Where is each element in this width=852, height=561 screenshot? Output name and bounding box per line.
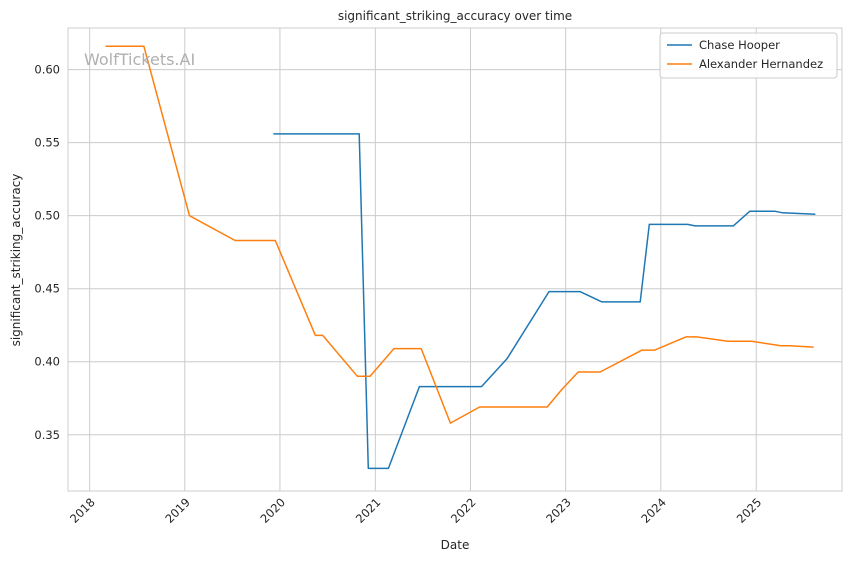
- legend-box: [659, 32, 838, 79]
- series-layer: [105, 45, 816, 470]
- y-tick-label-0.60: 0.60: [34, 63, 60, 77]
- y-tick-label-0.45: 0.45: [34, 282, 60, 296]
- series-line-alexander-hernandez: [105, 45, 814, 424]
- y-tick-label-0.35: 0.35: [34, 428, 60, 442]
- legend-label-chase-hooper: Chase Hooper: [699, 38, 780, 52]
- series-line-chase-hooper: [273, 133, 816, 470]
- x-axis-title: Date: [441, 538, 470, 552]
- legend: Chase Hooper Alexander Hernandez: [659, 32, 838, 79]
- y-tick-label-0.40: 0.40: [34, 355, 60, 369]
- y-tick-label-0.55: 0.55: [34, 136, 60, 150]
- y-axis-title: significant_striking_accuracy: [9, 174, 23, 347]
- chart-title: significant_striking_accuracy over time: [338, 9, 572, 23]
- watermark-text: WolfTickets.AI: [84, 50, 195, 69]
- y-tick-label-0.50: 0.50: [34, 209, 60, 223]
- legend-label-alexander-hernandez: Alexander Hernandez: [699, 57, 823, 71]
- plot-frame: [67, 27, 843, 492]
